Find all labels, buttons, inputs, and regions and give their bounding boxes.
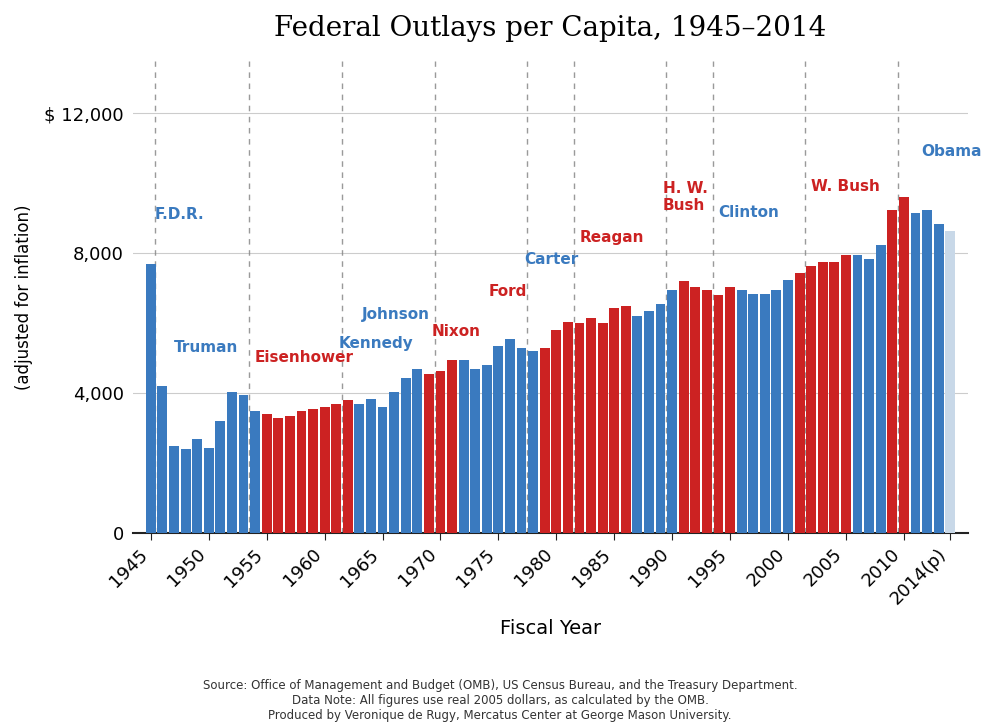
Bar bbox=[528, 351, 538, 534]
Bar bbox=[702, 290, 712, 534]
Bar bbox=[714, 295, 723, 534]
Bar bbox=[679, 282, 689, 534]
Bar bbox=[876, 245, 886, 534]
Y-axis label: (adjusted for inflation): (adjusted for inflation) bbox=[15, 205, 33, 390]
Bar bbox=[169, 446, 179, 534]
Bar bbox=[887, 210, 897, 534]
Text: W. Bush: W. Bush bbox=[811, 179, 880, 194]
Bar bbox=[667, 290, 677, 534]
Bar bbox=[899, 197, 909, 534]
Bar bbox=[598, 324, 608, 534]
Bar bbox=[204, 448, 214, 534]
Bar bbox=[250, 411, 260, 534]
Text: Eisenhower: Eisenhower bbox=[255, 351, 354, 365]
Bar bbox=[563, 322, 573, 534]
Bar bbox=[911, 213, 920, 534]
Bar bbox=[760, 294, 770, 534]
Bar bbox=[795, 273, 805, 534]
Bar bbox=[922, 210, 932, 534]
Bar bbox=[829, 262, 839, 534]
Bar bbox=[181, 449, 191, 534]
Bar bbox=[783, 280, 793, 534]
Bar bbox=[192, 439, 202, 534]
Bar bbox=[690, 287, 700, 534]
Bar bbox=[331, 404, 341, 534]
Bar bbox=[239, 395, 248, 534]
Bar bbox=[575, 324, 584, 534]
Bar bbox=[262, 415, 272, 534]
Bar bbox=[493, 346, 503, 534]
Bar bbox=[459, 360, 469, 534]
Bar bbox=[540, 348, 550, 534]
Text: Ford: Ford bbox=[489, 284, 527, 299]
Text: Reagan: Reagan bbox=[579, 229, 644, 245]
Bar bbox=[771, 290, 781, 534]
Text: Clinton: Clinton bbox=[718, 205, 779, 220]
Bar bbox=[632, 317, 642, 534]
Bar bbox=[343, 401, 353, 534]
Text: Truman: Truman bbox=[174, 340, 238, 355]
Bar bbox=[621, 306, 631, 534]
Bar bbox=[586, 318, 596, 534]
Text: F.D.R.: F.D.R. bbox=[154, 207, 204, 222]
Title: Federal Outlays per Capita, 1945–2014: Federal Outlays per Capita, 1945–2014 bbox=[274, 15, 827, 42]
Bar bbox=[285, 416, 295, 534]
Bar bbox=[146, 264, 156, 534]
Bar bbox=[389, 392, 399, 534]
Bar bbox=[366, 399, 376, 534]
Bar bbox=[748, 294, 758, 534]
Bar bbox=[517, 348, 526, 534]
Bar bbox=[934, 224, 944, 534]
Bar bbox=[482, 365, 492, 534]
Bar bbox=[378, 407, 387, 534]
Bar bbox=[401, 378, 411, 534]
Bar bbox=[609, 308, 619, 534]
Text: Nixon: Nixon bbox=[431, 325, 480, 339]
Bar bbox=[505, 339, 515, 534]
X-axis label: Fiscal Year: Fiscal Year bbox=[500, 619, 601, 638]
Text: H. W.
Bush: H. W. Bush bbox=[663, 181, 708, 213]
Bar bbox=[551, 330, 561, 534]
Bar bbox=[841, 256, 851, 534]
Text: Kennedy: Kennedy bbox=[339, 336, 413, 351]
Bar bbox=[354, 404, 364, 534]
Text: Obama: Obama bbox=[921, 144, 982, 159]
Bar bbox=[644, 311, 654, 534]
Bar bbox=[308, 409, 318, 534]
Bar bbox=[273, 418, 283, 534]
Bar bbox=[818, 262, 828, 534]
Bar bbox=[412, 369, 422, 534]
Bar bbox=[945, 231, 955, 534]
Bar bbox=[424, 374, 434, 534]
Bar bbox=[320, 407, 330, 534]
Text: Source: Office of Management and Budget (OMB), US Census Bureau, and the Treasur: Source: Office of Management and Budget … bbox=[203, 680, 797, 722]
Bar bbox=[725, 287, 735, 534]
Bar bbox=[447, 360, 457, 534]
Bar bbox=[737, 290, 747, 534]
Bar bbox=[853, 256, 862, 534]
Bar bbox=[436, 371, 445, 534]
Text: Johnson: Johnson bbox=[362, 306, 430, 322]
Bar bbox=[297, 411, 306, 534]
Text: Carter: Carter bbox=[524, 253, 578, 267]
Bar bbox=[215, 422, 225, 534]
Bar bbox=[864, 258, 874, 534]
Bar bbox=[227, 392, 237, 534]
Bar bbox=[470, 369, 480, 534]
Bar bbox=[157, 386, 167, 534]
Bar bbox=[806, 266, 816, 534]
Bar bbox=[656, 304, 665, 534]
